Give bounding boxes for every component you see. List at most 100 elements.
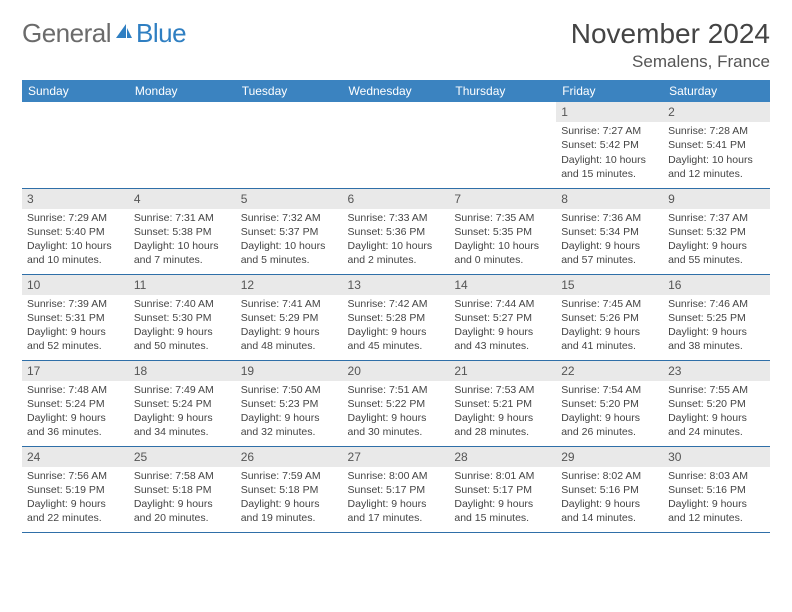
daylight-text: Daylight: 9 hours and 28 minutes. bbox=[454, 411, 551, 439]
calendar-cell bbox=[236, 102, 343, 188]
daylight-text: Daylight: 9 hours and 22 minutes. bbox=[27, 497, 124, 525]
calendar-cell: 19Sunrise: 7:50 AMSunset: 5:23 PMDayligh… bbox=[236, 360, 343, 446]
day-number: 24 bbox=[22, 447, 129, 467]
sunset-text: Sunset: 5:25 PM bbox=[668, 311, 765, 325]
day-number: 14 bbox=[449, 275, 556, 295]
sunrise-text: Sunrise: 7:59 AM bbox=[241, 469, 338, 483]
calendar-cell: 13Sunrise: 7:42 AMSunset: 5:28 PMDayligh… bbox=[343, 274, 450, 360]
weekday-header-row: Sunday Monday Tuesday Wednesday Thursday… bbox=[22, 80, 770, 102]
daylight-text: Daylight: 9 hours and 55 minutes. bbox=[668, 239, 765, 267]
daylight-text: Daylight: 9 hours and 14 minutes. bbox=[561, 497, 658, 525]
calendar-cell: 18 Sunrise: 7:49 AMSunset: 5:24 PMDayligh… bbox=[129, 360, 236, 446]
sunrise-text: Sunrise: 7:37 AM bbox=[668, 211, 765, 225]
day-number: 27 bbox=[343, 447, 450, 467]
day-number: 4 bbox=[129, 189, 236, 209]
sunrise-text: Sunrise: 7:31 AM bbox=[134, 211, 231, 225]
calendar-row: 10Sunrise: 7:39 AMSunset: 5:31 PMDayligh… bbox=[22, 274, 770, 360]
day-number: 17 bbox=[22, 361, 129, 381]
logo: General Blue bbox=[22, 18, 186, 49]
daylight-text: Daylight: 9 hours and 43 minutes. bbox=[454, 325, 551, 353]
sunrise-text: Sunrise: 7:36 AM bbox=[561, 211, 658, 225]
sunset-text: Sunset: 5:32 PM bbox=[668, 225, 765, 239]
calendar-cell bbox=[449, 102, 556, 188]
sunrise-text: Sunrise: 8:03 AM bbox=[668, 469, 765, 483]
sunrise-text: Sunrise: 7:53 AM bbox=[454, 383, 551, 397]
calendar-row: 24Sunrise: 7:56 AMSunset: 5:19 PMDayligh… bbox=[22, 446, 770, 532]
sunrise-text: Sunrise: 7:35 AM bbox=[454, 211, 551, 225]
sunset-text: Sunset: 5:19 PM bbox=[27, 483, 124, 497]
day-number: 23 bbox=[663, 361, 770, 381]
daylight-text: Daylight: 9 hours and 52 minutes. bbox=[27, 325, 124, 353]
daylight-text: Daylight: 9 hours and 15 minutes. bbox=[454, 497, 551, 525]
sunrise-text: Sunrise: 7:48 AM bbox=[27, 383, 124, 397]
calendar-cell: 25Sunrise: 7:58 AMSunset: 5:18 PMDayligh… bbox=[129, 446, 236, 532]
sunset-text: Sunset: 5:23 PM bbox=[241, 397, 338, 411]
calendar-cell: 6Sunrise: 7:33 AMSunset: 5:36 PMDaylight… bbox=[343, 188, 450, 274]
sunset-text: Sunset: 5:17 PM bbox=[454, 483, 551, 497]
calendar-cell: 9Sunrise: 7:37 AMSunset: 5:32 PMDaylight… bbox=[663, 188, 770, 274]
daylight-text: Daylight: 9 hours and 26 minutes. bbox=[561, 411, 658, 439]
sunrise-text: Sunrise: 7:55 AM bbox=[668, 383, 765, 397]
daylight-text: Daylight: 9 hours and 50 minutes. bbox=[134, 325, 231, 353]
sunrise-text: Sunrise: 7:49 AM bbox=[134, 383, 231, 397]
daylight-text: Daylight: 9 hours and 41 minutes. bbox=[561, 325, 658, 353]
title-block: November 2024 Semalens, France bbox=[571, 18, 770, 72]
sunrise-text: Sunrise: 7:54 AM bbox=[561, 383, 658, 397]
daylight-text: Daylight: 9 hours and 20 minutes. bbox=[134, 497, 231, 525]
daylight-text: Daylight: 9 hours and 12 minutes. bbox=[668, 497, 765, 525]
sunset-text: Sunset: 5:27 PM bbox=[454, 311, 551, 325]
sunrise-text: Sunrise: 7:41 AM bbox=[241, 297, 338, 311]
sunrise-text: Sunrise: 7:29 AM bbox=[27, 211, 124, 225]
daylight-text: Daylight: 9 hours and 32 minutes. bbox=[241, 411, 338, 439]
weekday-header: Sunday bbox=[22, 80, 129, 102]
day-number: 6 bbox=[343, 189, 450, 209]
location: Semalens, France bbox=[571, 52, 770, 72]
sunset-text: Sunset: 5:22 PM bbox=[348, 397, 445, 411]
sunrise-text: Sunrise: 7:46 AM bbox=[668, 297, 765, 311]
daylight-text: Daylight: 9 hours and 45 minutes. bbox=[348, 325, 445, 353]
calendar-cell bbox=[22, 102, 129, 188]
sunset-text: Sunset: 5:24 PM bbox=[134, 397, 231, 411]
weekday-header: Thursday bbox=[449, 80, 556, 102]
weekday-header: Friday bbox=[556, 80, 663, 102]
calendar-cell: 2Sunrise: 7:28 AMSunset: 5:41 PMDaylight… bbox=[663, 102, 770, 188]
day-number: 22 bbox=[556, 361, 663, 381]
day-number: 25 bbox=[129, 447, 236, 467]
calendar-row: 3Sunrise: 7:29 AMSunset: 5:40 PMDaylight… bbox=[22, 188, 770, 274]
daylight-text: Daylight: 10 hours and 5 minutes. bbox=[241, 239, 338, 267]
calendar-cell: 26Sunrise: 7:59 AMSunset: 5:18 PMDayligh… bbox=[236, 446, 343, 532]
sunrise-text: Sunrise: 7:33 AM bbox=[348, 211, 445, 225]
sunset-text: Sunset: 5:16 PM bbox=[668, 483, 765, 497]
calendar-cell: 22 Sunrise: 7:54 AMSunset: 5:20 PMDayligh… bbox=[556, 360, 663, 446]
daylight-text: Daylight: 9 hours and 34 minutes. bbox=[134, 411, 231, 439]
sunrise-text: Sunrise: 7:32 AM bbox=[241, 211, 338, 225]
calendar-cell: 30Sunrise: 8:03 AMSunset: 5:16 PMDayligh… bbox=[663, 446, 770, 532]
day-number: 18 bbox=[129, 361, 236, 381]
sunrise-text: Sunrise: 7:56 AM bbox=[27, 469, 124, 483]
sunrise-text: Sunrise: 8:02 AM bbox=[561, 469, 658, 483]
sunset-text: Sunset: 5:36 PM bbox=[348, 225, 445, 239]
sunrise-text: Sunrise: 7:58 AM bbox=[134, 469, 231, 483]
calendar-cell: 8Sunrise: 7:36 AMSunset: 5:34 PMDaylight… bbox=[556, 188, 663, 274]
calendar-cell bbox=[343, 102, 450, 188]
daylight-text: Daylight: 9 hours and 48 minutes. bbox=[241, 325, 338, 353]
sunrise-text: Sunrise: 7:27 AM bbox=[561, 124, 658, 138]
day-number: 13 bbox=[343, 275, 450, 295]
sunset-text: Sunset: 5:28 PM bbox=[348, 311, 445, 325]
daylight-text: Daylight: 9 hours and 30 minutes. bbox=[348, 411, 445, 439]
sunrise-text: Sunrise: 7:45 AM bbox=[561, 297, 658, 311]
sunset-text: Sunset: 5:20 PM bbox=[561, 397, 658, 411]
sunset-text: Sunset: 5:21 PM bbox=[454, 397, 551, 411]
calendar-row: 17Sunrise: 7:48 AMSunset: 5:24 PMDayligh… bbox=[22, 360, 770, 446]
daylight-text: Daylight: 10 hours and 15 minutes. bbox=[561, 153, 658, 181]
header: General Blue November 2024 Semalens, Fra… bbox=[22, 18, 770, 72]
calendar-cell: 24 Sunrise: 7:56 AMSunset: 5:19 PMDayligh… bbox=[22, 446, 129, 532]
calendar-cell: 17Sunrise: 7:48 AMSunset: 5:24 PMDayligh… bbox=[22, 360, 129, 446]
day-number: 7 bbox=[449, 189, 556, 209]
calendar-cell: 21Sunrise: 7:53 AMSunset: 5:21 PMDayligh… bbox=[449, 360, 556, 446]
calendar-cell: 23Sunrise: 7:55 AMSunset: 5:20 PMDayligh… bbox=[663, 360, 770, 446]
daylight-text: Daylight: 9 hours and 19 minutes. bbox=[241, 497, 338, 525]
sunset-text: Sunset: 5:29 PM bbox=[241, 311, 338, 325]
calendar-cell: 7Sunrise: 7:35 AMSunset: 5:35 PMDaylight… bbox=[449, 188, 556, 274]
sunset-text: Sunset: 5:40 PM bbox=[27, 225, 124, 239]
